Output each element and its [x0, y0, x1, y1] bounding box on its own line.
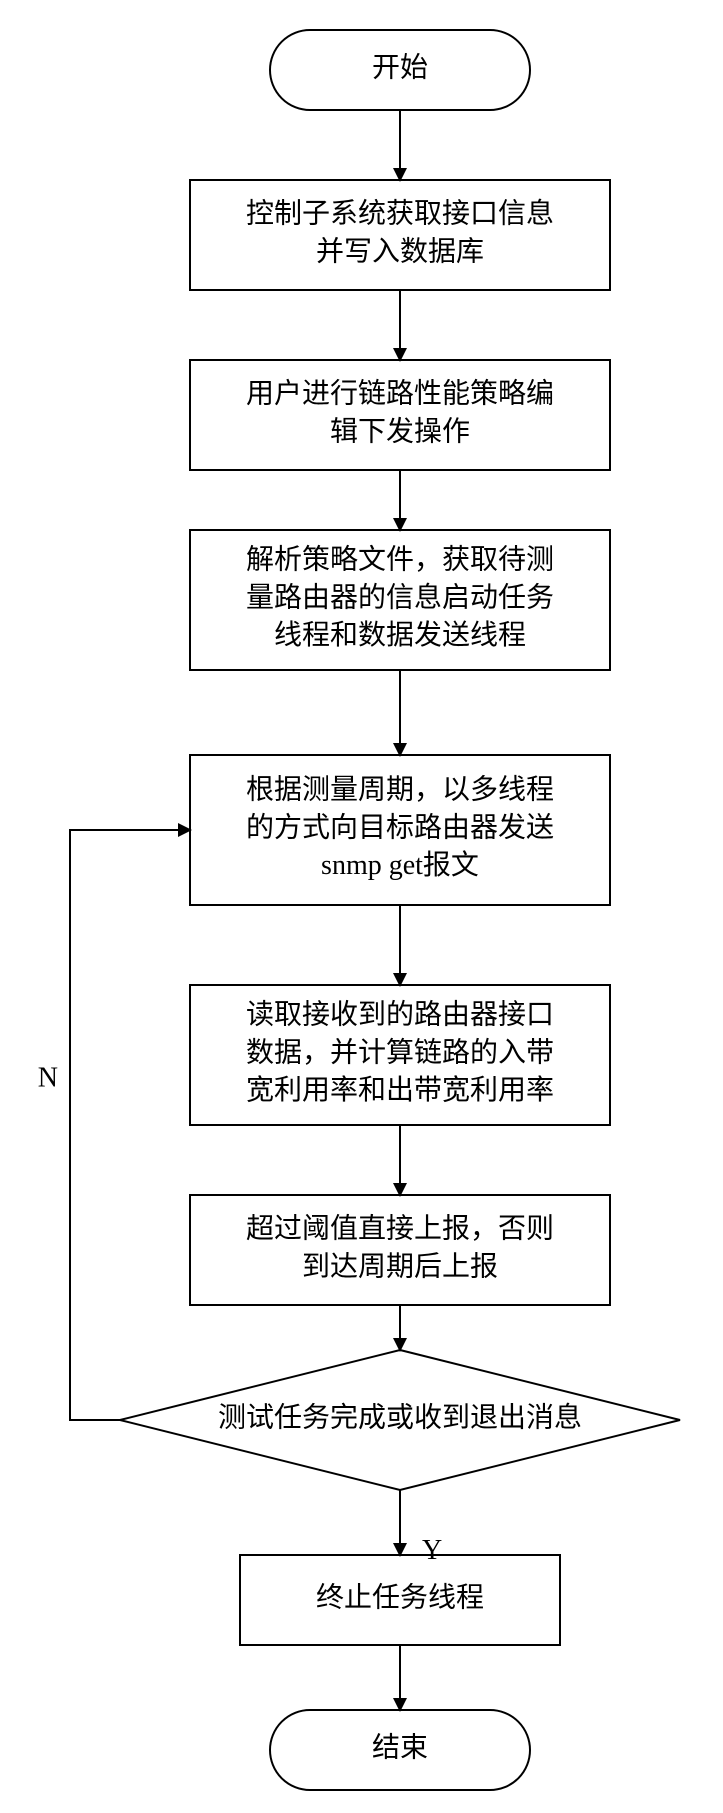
- edge-label: Y: [422, 1535, 442, 1566]
- node-text: 根据测量周期，以多线程: [246, 774, 554, 806]
- node-text: 数据，并计算链路的入带: [246, 1036, 554, 1068]
- node-text: 读取接收到的路由器接口: [246, 999, 554, 1031]
- node-step7: 终止任务线程: [240, 1555, 560, 1645]
- node-text: 结束: [372, 1731, 428, 1763]
- node-text: 用户进行链路性能策略编: [246, 378, 554, 410]
- node-text: snmp get报文: [321, 849, 479, 881]
- node-text: 终止任务线程: [316, 1581, 484, 1613]
- node-step6: 超过阈值直接上报，否则到达周期后上报: [190, 1195, 610, 1305]
- node-step1: 控制子系统获取接口信息并写入数据库: [190, 180, 610, 290]
- node-start: 开始: [270, 30, 530, 110]
- node-text: 辑下发操作: [330, 415, 470, 447]
- node-text: 解析策略文件，获取待测: [246, 544, 554, 576]
- node-text: 线程和数据发送线程: [274, 619, 526, 651]
- node-step3: 解析策略文件，获取待测量路由器的信息启动任务线程和数据发送线程: [190, 530, 610, 670]
- loop-edge: [70, 830, 190, 1420]
- node-text: 并写入数据库: [316, 235, 484, 267]
- node-text: 测试任务完成或收到退出消息: [218, 1401, 582, 1433]
- node-decision: 测试任务完成或收到退出消息: [120, 1350, 680, 1490]
- node-text: 到达周期后上报: [302, 1250, 498, 1282]
- node-text: 宽利用率和出带宽利用率: [246, 1074, 554, 1106]
- node-step4: 根据测量周期，以多线程的方式向目标路由器发送 snmp get报文: [190, 755, 610, 905]
- node-text: 的方式向目标路由器发送: [246, 811, 554, 843]
- node-text: 开始: [372, 51, 428, 83]
- node-text: 控制子系统获取接口信息: [246, 198, 554, 230]
- node-end: 结束: [270, 1710, 530, 1790]
- node-text: 量路由器的信息启动任务: [246, 581, 554, 613]
- node-text: 超过阈值直接上报，否则: [246, 1213, 554, 1245]
- node-step2: 用户进行链路性能策略编辑下发操作: [190, 360, 610, 470]
- node-step5: 读取接收到的路由器接口数据，并计算链路的入带宽利用率和出带宽利用率: [190, 985, 610, 1125]
- loop-label: N: [38, 1062, 58, 1093]
